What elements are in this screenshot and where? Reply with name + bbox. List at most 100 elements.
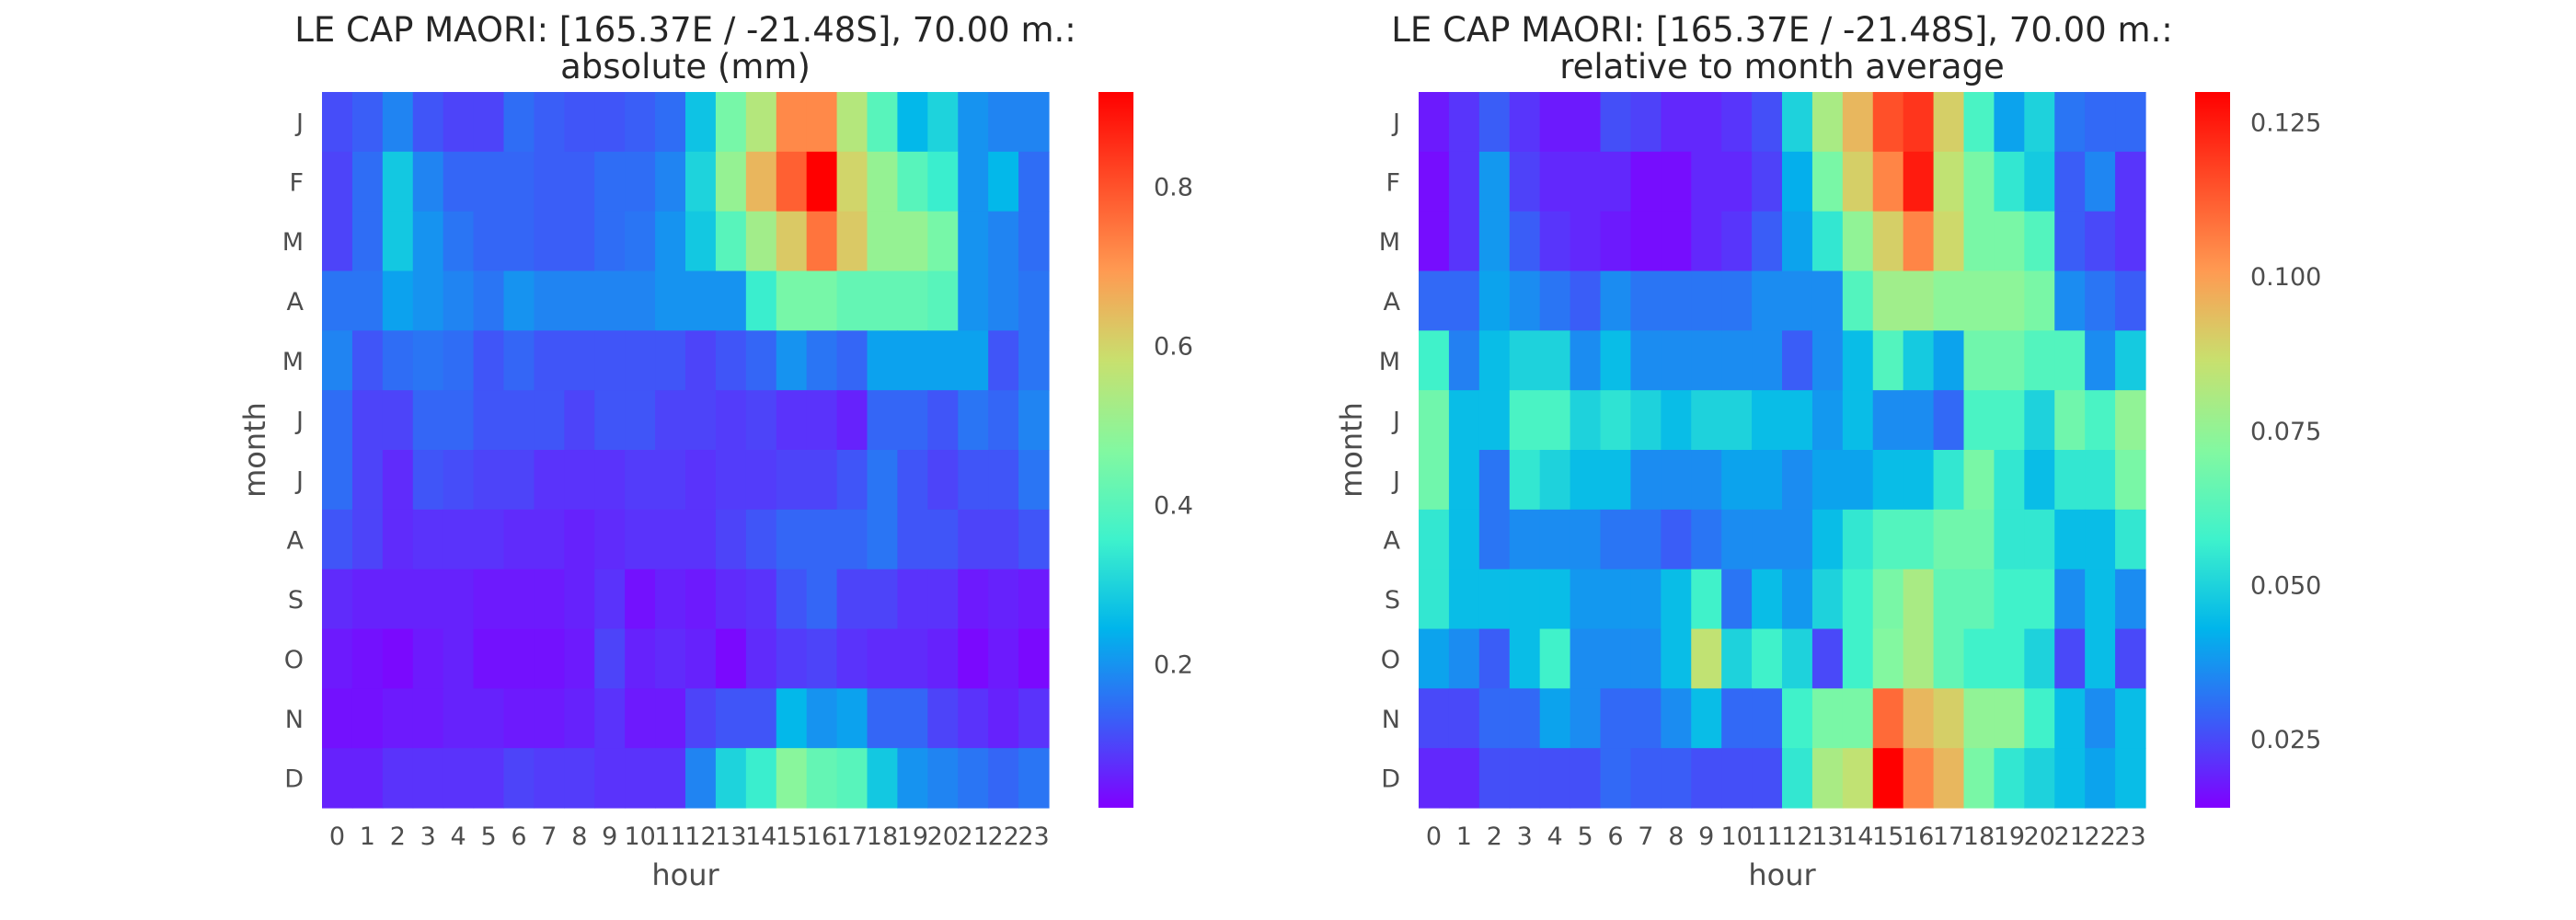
heatmap-cell bbox=[655, 390, 686, 451]
heatmap-cell bbox=[927, 569, 959, 630]
heatmap-cell bbox=[1448, 330, 1480, 391]
heatmap-cell bbox=[382, 628, 414, 689]
heatmap-cell bbox=[1782, 628, 1813, 689]
heatmap-cell bbox=[1903, 92, 1935, 153]
heatmap-cell bbox=[322, 270, 353, 331]
heatmap-cell bbox=[958, 688, 989, 749]
heatmap-cell bbox=[351, 569, 384, 630]
heatmap-cell bbox=[1509, 569, 1541, 630]
heatmap-cell bbox=[1752, 92, 1783, 153]
heatmap-cell bbox=[382, 390, 414, 451]
heatmap-cell bbox=[564, 330, 595, 391]
heatmap-cell bbox=[927, 151, 959, 213]
heatmap-cell bbox=[473, 688, 505, 749]
heatmap-cell bbox=[745, 92, 777, 153]
heatmap-cell bbox=[1018, 509, 1050, 570]
month-tick-label: J bbox=[294, 109, 304, 137]
heatmap-cell bbox=[2054, 688, 2086, 749]
absolute-y-axis-label: month bbox=[237, 402, 272, 498]
month-tick-label: J bbox=[294, 466, 304, 495]
heatmap-cell bbox=[1903, 450, 1935, 511]
heatmap-cell bbox=[1842, 688, 1874, 749]
hour-tick-label: 19 bbox=[1994, 822, 2025, 851]
heatmap-cell bbox=[1752, 569, 1783, 630]
heatmap-cell bbox=[1478, 628, 1511, 689]
heatmap-cell bbox=[1600, 509, 1632, 570]
month-tick-label: F bbox=[1386, 168, 1400, 197]
heatmap-cell bbox=[1600, 92, 1632, 153]
heatmap-cell bbox=[927, 390, 959, 451]
heatmap-cell bbox=[745, 628, 777, 689]
heatmap-cell bbox=[2024, 390, 2055, 451]
heatmap-cell bbox=[443, 628, 475, 689]
hour-tick-label: 12 bbox=[684, 822, 716, 851]
heatmap-cell bbox=[745, 211, 777, 272]
heatmap-cell bbox=[322, 330, 353, 391]
heatmap-cell bbox=[1842, 330, 1874, 391]
hour-tick-label: 15 bbox=[776, 822, 807, 851]
heatmap-cell bbox=[1721, 211, 1753, 272]
heatmap-cell bbox=[1782, 390, 1813, 451]
heatmap-cell bbox=[776, 450, 808, 511]
hour-tick-label: 21 bbox=[2054, 822, 2086, 851]
hour-tick-label: 2 bbox=[390, 822, 406, 851]
heatmap-cell bbox=[836, 569, 868, 630]
heatmap-cell bbox=[1691, 330, 1722, 391]
heatmap-cell bbox=[867, 330, 899, 391]
heatmap-cell bbox=[503, 270, 535, 331]
heatmap-cell bbox=[1872, 569, 1904, 630]
heatmap-cell bbox=[1600, 569, 1632, 630]
heatmap-cell bbox=[2085, 151, 2116, 213]
heatmap-cell bbox=[1600, 748, 1632, 809]
heatmap-cell bbox=[1509, 151, 1541, 213]
heatmap-cell bbox=[776, 748, 808, 809]
heatmap-cell bbox=[897, 688, 928, 749]
heatmap-cell bbox=[1872, 390, 1904, 451]
heatmap-cell bbox=[897, 450, 928, 511]
heatmap-cell bbox=[1570, 151, 1602, 213]
colorbar-tick-label: 0.125 bbox=[2250, 109, 2321, 138]
hour-tick-label: 14 bbox=[745, 822, 776, 851]
hour-tick-label: 15 bbox=[1872, 822, 1903, 851]
hour-tick-label: 18 bbox=[867, 822, 898, 851]
heatmap-cell bbox=[503, 628, 535, 689]
heatmap-cell bbox=[1478, 748, 1511, 809]
heatmap-cell bbox=[382, 211, 414, 272]
relative-chart-subtitle: relative to month average bbox=[1559, 47, 2005, 86]
month-tick-label: M bbox=[1379, 348, 1400, 376]
heatmap-cell bbox=[1963, 92, 1995, 153]
heatmap-cell bbox=[412, 330, 444, 391]
heatmap-cell bbox=[1419, 509, 1450, 570]
hour-tick-label: 16 bbox=[1903, 822, 1934, 851]
heatmap-cell bbox=[1811, 628, 1844, 689]
hour-tick-label: 18 bbox=[1963, 822, 1995, 851]
heatmap-cell bbox=[412, 628, 444, 689]
heatmap-cell bbox=[1691, 270, 1722, 331]
heatmap-cell bbox=[1811, 92, 1844, 153]
hour-tick-label: 23 bbox=[2114, 822, 2145, 851]
heatmap-cell bbox=[685, 151, 717, 213]
hour-tick-label: 22 bbox=[987, 822, 1018, 851]
heatmap-cell bbox=[503, 509, 535, 570]
heatmap-cell bbox=[1842, 628, 1874, 689]
heatmap-cell bbox=[1018, 330, 1050, 391]
heatmap-cell bbox=[1539, 450, 1571, 511]
heatmap-cell bbox=[382, 151, 414, 213]
heatmap-cell bbox=[322, 151, 353, 213]
heatmap-cell bbox=[2115, 569, 2146, 630]
heatmap-cell bbox=[1448, 688, 1480, 749]
heatmap-cell bbox=[715, 270, 747, 331]
heatmap-cell bbox=[927, 688, 959, 749]
heatmap-cell bbox=[1933, 151, 1965, 213]
heatmap-cell bbox=[625, 270, 656, 331]
heatmap-cell bbox=[1448, 450, 1480, 511]
heatmap-cell bbox=[715, 390, 747, 451]
heatmap-cell bbox=[1752, 450, 1783, 511]
heatmap-cell bbox=[867, 748, 899, 809]
heatmap-cell bbox=[897, 151, 928, 213]
heatmap-cell bbox=[351, 509, 384, 570]
heatmap-cell bbox=[1478, 211, 1511, 272]
heatmap-cell bbox=[958, 270, 989, 331]
